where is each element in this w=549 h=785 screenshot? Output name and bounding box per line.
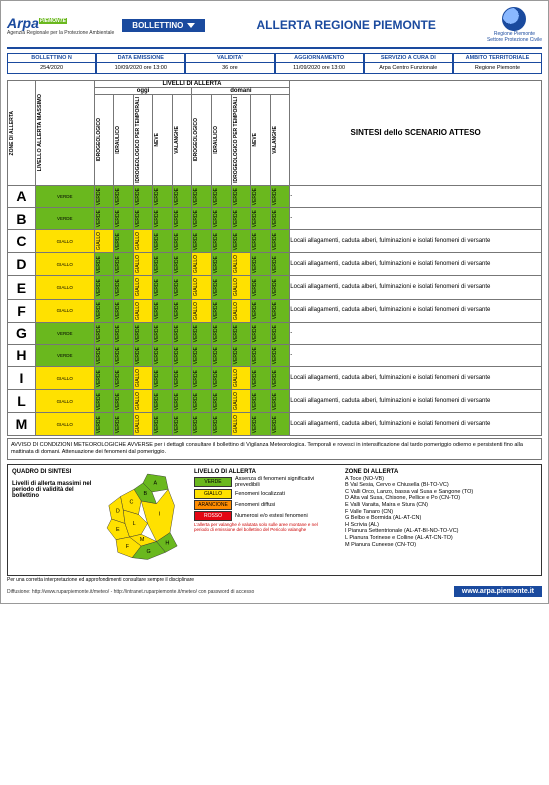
zone-list-item: D Alta val Susa, Chisone, Pellice e Po (… [345,495,473,502]
diffusion-text: Diffusione: http://www.ruparpiemonte.it/… [7,589,254,595]
zone-list-item: L Pianura Torinese e Colline (AL-AT-CN-T… [345,535,473,542]
zone-row: CGIALLOGIALLOVERDEGIALLOVERDEVERDEVERDEV… [8,230,542,253]
info-cell: AMBITO TERRITORIALERegione Piemonte [453,53,542,74]
zone-row: IGIALLOVERDEVERDEGIALLOVERDEVERDEVERDEVE… [8,367,542,390]
zone-row: DGIALLOVERDEVERDEGIALLOVERDEVERDEGIALLOV… [8,253,542,276]
zone-list-item: E Valli Varaita, Maira e Stura (CN) [345,502,473,509]
info-row: BOLLETTINO N254/2020DATA EMISSIONE10/09/… [7,53,542,74]
quadro-sintesi: QUADRO DI SINTESI Livelli di allerta mas… [7,464,542,576]
zones-list-title: ZONE DI ALLERTA [345,469,473,476]
zone-list-item: M Pianura Cuneese (CN-TO) [345,542,473,549]
pc-shield-icon [502,7,526,31]
zone-list-item: I Pianura Settentrionale (AL-AT-BI-NO-TO… [345,528,473,535]
svg-text:D: D [116,508,120,514]
svg-text:G: G [146,548,150,554]
zone-list-item: B Val Sesia, Cervo e Chiusella (BI-TO-VC… [345,482,473,489]
zone-row: HVERDEVERDEVERDEVERDEVERDEVERDEVERDEVERD… [8,344,542,366]
info-cell: DATA EMISSIONE10/09/2020 ore 13:00 [96,53,185,74]
info-cell: VALIDITA'36 ore [185,53,274,74]
svg-text:A: A [153,480,157,486]
zone-row: FGIALLOVERDEVERDEGIALLOVERDEVERDEGIALLOV… [8,299,542,322]
info-cell: BOLLETTINO N254/2020 [7,53,96,74]
quadro-caption: Livelli di allerta massimi nel periodo d… [12,481,92,499]
zone-row: EGIALLOVERDEVERDEGIALLOVERDEVERDEGIALLOV… [8,276,542,299]
alert-table: ZONE DI ALLERTALIVELLO ALLERTA MASSIMOLI… [7,80,542,436]
svg-text:C: C [130,499,134,505]
avviso-text: AVVISO DI CONDIZIONI METEOROLOGICHE AVVE… [7,438,542,459]
interpretation-note: Per una corretta interpretazione ed appr… [7,577,542,583]
footer-url[interactable]: www.arpa.piemonte.it [454,586,542,597]
zone-row: LGIALLOVERDEVERDEGIALLOVERDEVERDEVERDEVE… [8,390,542,413]
svg-text:B: B [144,491,148,497]
arpa-logo: ArpaPIEMONTEAgenzia Regionale per la Pro… [7,15,114,36]
footer: Diffusione: http://www.ruparpiemonte.it/… [7,586,542,597]
valanghe-note: L'allerta per valanghe è valutata solo s… [194,522,324,532]
zone-row: GVERDEVERDEVERDEVERDEVERDEVERDEVERDEVERD… [8,322,542,344]
main-title: ALLERTA REGIONE PIEMONTE [213,18,479,32]
svg-text:M: M [140,537,145,543]
protezione-civile-logo: Regione Piemonte Settore Protezione Civi… [487,7,542,43]
svg-text:E: E [116,526,120,532]
bollettino-tag: BOLLETTINO [122,19,205,32]
header: ArpaPIEMONTEAgenzia Regionale per la Pro… [7,7,542,49]
zone-row: BVERDEVERDEVERDEVERDEVERDEVERDEVERDEVERD… [8,208,542,230]
legend-row: VERDEAssenza di fenomeni significativi p… [194,476,325,488]
info-cell: SERVIZIO A CURA DIArpa Centro Funzionale [364,53,453,74]
svg-text:H: H [165,540,169,546]
piemonte-map: ABCDEFGHILM [98,469,188,571]
zone-list-item: G Belbo e Bormida (AL-AT-CN) [345,515,473,522]
bulletin-page: ArpaPIEMONTEAgenzia Regionale per la Pro… [0,0,549,604]
legend-row: GIALLOFenomeni localizzati [194,489,325,499]
zone-row: MGIALLOVERDEVERDEGIALLOVERDEVERDEVERDEVE… [8,413,542,436]
zone-list-item: H Scrivia (AL) [345,522,473,529]
zone-list-item: C Valli Orco, Lanzo, bassa val Susa e Sa… [345,489,473,496]
svg-text:I: I [158,511,160,517]
info-cell: AGGIORNAMENTO11/09/2020 ore 13:00 [275,53,364,74]
zone-list-item: F Valle Tanaro (CN) [345,509,473,516]
svg-text:L: L [133,521,136,527]
chevron-down-icon [187,23,195,28]
zone-list-item: A Toce (NO-VB) [345,476,473,483]
zone-row: AVERDEVERDEVERDEVERDEVERDEVERDEVERDEVERD… [8,185,542,207]
quadro-title: QUADRO DI SINTESI [12,469,92,475]
legend-title: LIVELLO DI ALLERTA [194,469,325,475]
legend-row: ARANCIONEFenomeni diffusi [194,500,325,510]
legend-row: ROSSONumerosi e/o estesi fenomeni [194,511,325,521]
